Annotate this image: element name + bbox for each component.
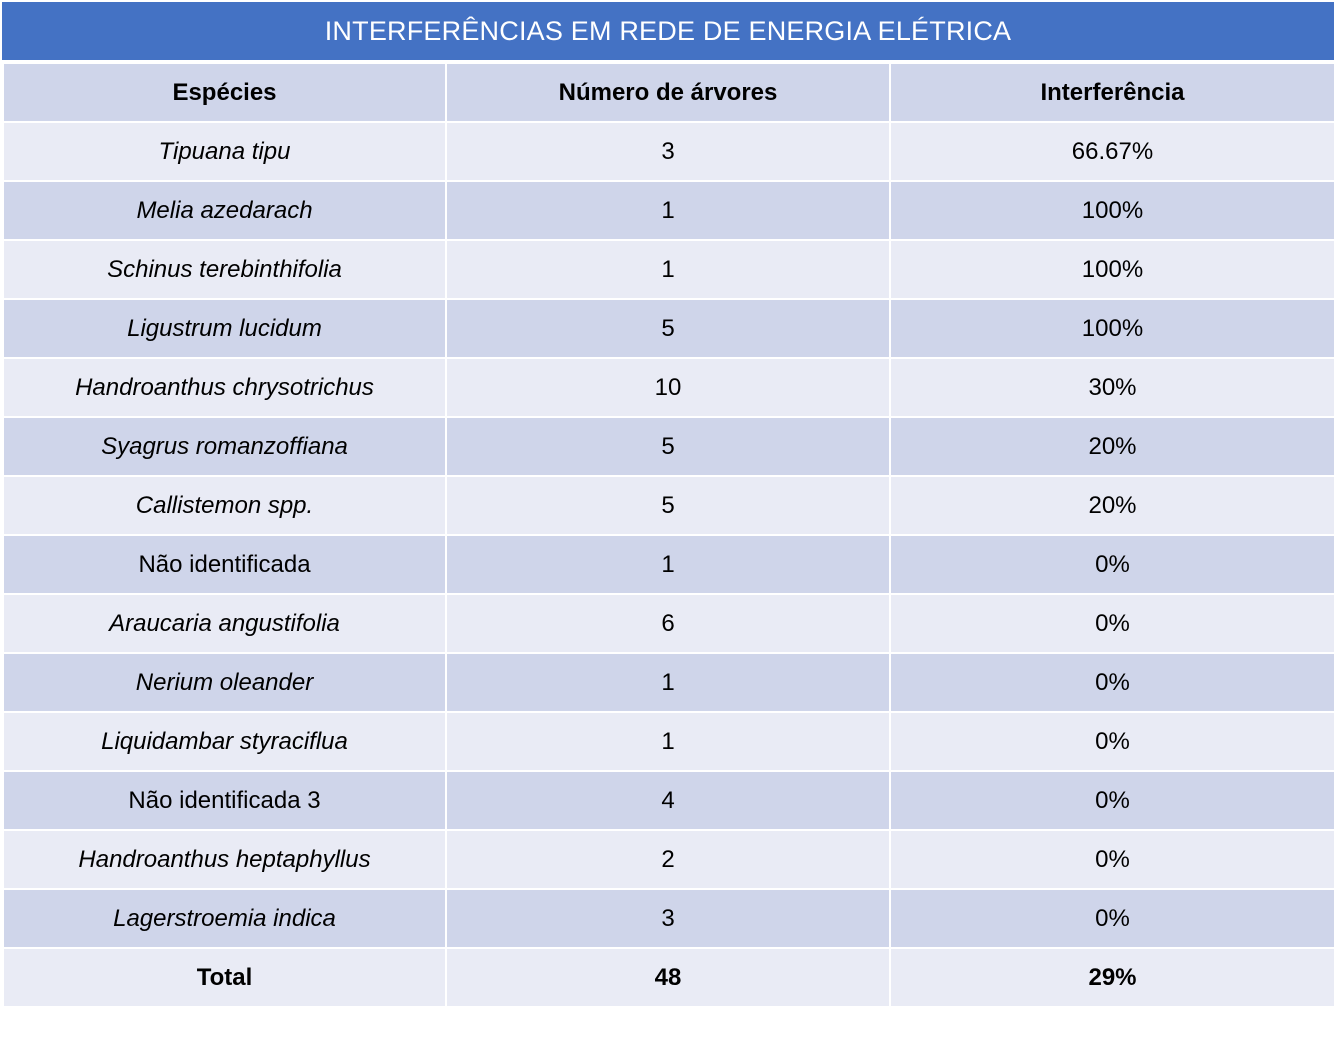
species-cell: Handroanthus heptaphyllus <box>2 829 447 890</box>
tree-count-cell: 1 <box>445 652 891 713</box>
interference-table: Espécies Número de árvores Interferência… <box>2 62 1336 1008</box>
interference-cell: 66.67% <box>889 121 1336 182</box>
data-table-container: INTERFERÊNCIAS EM REDE DE ENERGIA ELÉTRI… <box>2 2 1336 1008</box>
species-cell: Schinus terebinthifolia <box>2 239 447 300</box>
table-row: Liquidambar styraciflua 1 0% <box>2 711 1336 772</box>
total-row: Total 48 29% <box>2 947 1336 1008</box>
species-cell: Araucaria angustifolia <box>2 593 447 654</box>
interference-cell: 0% <box>889 711 1336 772</box>
interference-cell: 0% <box>889 593 1336 654</box>
table-row: Handroanthus chrysotrichus 10 30% <box>2 357 1336 418</box>
interference-cell: 0% <box>889 770 1336 831</box>
species-cell: Não identificada 3 <box>2 770 447 831</box>
table-body: Tipuana tipu 3 66.67% Melia azedarach 1 100% S… <box>2 121 1336 949</box>
table-row: Ligustrum lucidum 5 100% <box>2 298 1336 359</box>
tree-count-cell: 5 <box>445 475 891 536</box>
table-row: Não identificada 1 0% <box>2 534 1336 595</box>
species-cell: Handroanthus chrysotrichus <box>2 357 447 418</box>
species-cell: Ligustrum lucidum <box>2 298 447 359</box>
table-row: Lagerstroemia indica 3 0% <box>2 888 1336 949</box>
interference-cell: 0% <box>889 888 1336 949</box>
header-tree-count: Número de árvores <box>445 62 891 123</box>
total-label: Total <box>2 947 447 1008</box>
total-count: 48 <box>445 947 891 1008</box>
table-row: Schinus terebinthifolia 1 100% <box>2 239 1336 300</box>
interference-cell: 30% <box>889 357 1336 418</box>
interference-cell: 100% <box>889 239 1336 300</box>
species-cell: Callistemon spp. <box>2 475 447 536</box>
table-row: Nerium oleander 1 0% <box>2 652 1336 713</box>
species-cell: Tipuana tipu <box>2 121 447 182</box>
table-row: Araucaria angustifolia 6 0% <box>2 593 1336 654</box>
interference-cell: 20% <box>889 416 1336 477</box>
interference-cell: 100% <box>889 298 1336 359</box>
tree-count-cell: 6 <box>445 593 891 654</box>
table-row: Melia azedarach 1 100% <box>2 180 1336 241</box>
tree-count-cell: 2 <box>445 829 891 890</box>
interference-cell: 0% <box>889 534 1336 595</box>
interference-cell: 20% <box>889 475 1336 536</box>
interference-cell: 100% <box>889 180 1336 241</box>
tree-count-cell: 1 <box>445 534 891 595</box>
tree-count-cell: 3 <box>445 121 891 182</box>
total-interference: 29% <box>889 947 1336 1008</box>
tree-count-cell: 5 <box>445 416 891 477</box>
species-cell: Melia azedarach <box>2 180 447 241</box>
species-cell: Liquidambar styraciflua <box>2 711 447 772</box>
header-species: Espécies <box>2 62 447 123</box>
table-row: Tipuana tipu 3 66.67% <box>2 121 1336 182</box>
tree-count-cell: 5 <box>445 298 891 359</box>
species-cell: Lagerstroemia indica <box>2 888 447 949</box>
header-row: Espécies Número de árvores Interferência <box>2 62 1336 123</box>
tree-count-cell: 1 <box>445 711 891 772</box>
tree-count-cell: 1 <box>445 239 891 300</box>
table-row: Callistemon spp. 5 20% <box>2 475 1336 536</box>
table-row: Handroanthus heptaphyllus 2 0% <box>2 829 1336 890</box>
interference-cell: 0% <box>889 829 1336 890</box>
tree-count-cell: 3 <box>445 888 891 949</box>
interference-cell: 0% <box>889 652 1336 713</box>
species-cell: Não identificada <box>2 534 447 595</box>
table-row: Syagrus romanzoffiana 5 20% <box>2 416 1336 477</box>
header-interference: Interferência <box>889 62 1336 123</box>
table-row: Não identificada 3 4 0% <box>2 770 1336 831</box>
tree-count-cell: 10 <box>445 357 891 418</box>
tree-count-cell: 1 <box>445 180 891 241</box>
tree-count-cell: 4 <box>445 770 891 831</box>
species-cell: Nerium oleander <box>2 652 447 713</box>
table-title: INTERFERÊNCIAS EM REDE DE ENERGIA ELÉTRI… <box>2 2 1334 60</box>
species-cell: Syagrus romanzoffiana <box>2 416 447 477</box>
